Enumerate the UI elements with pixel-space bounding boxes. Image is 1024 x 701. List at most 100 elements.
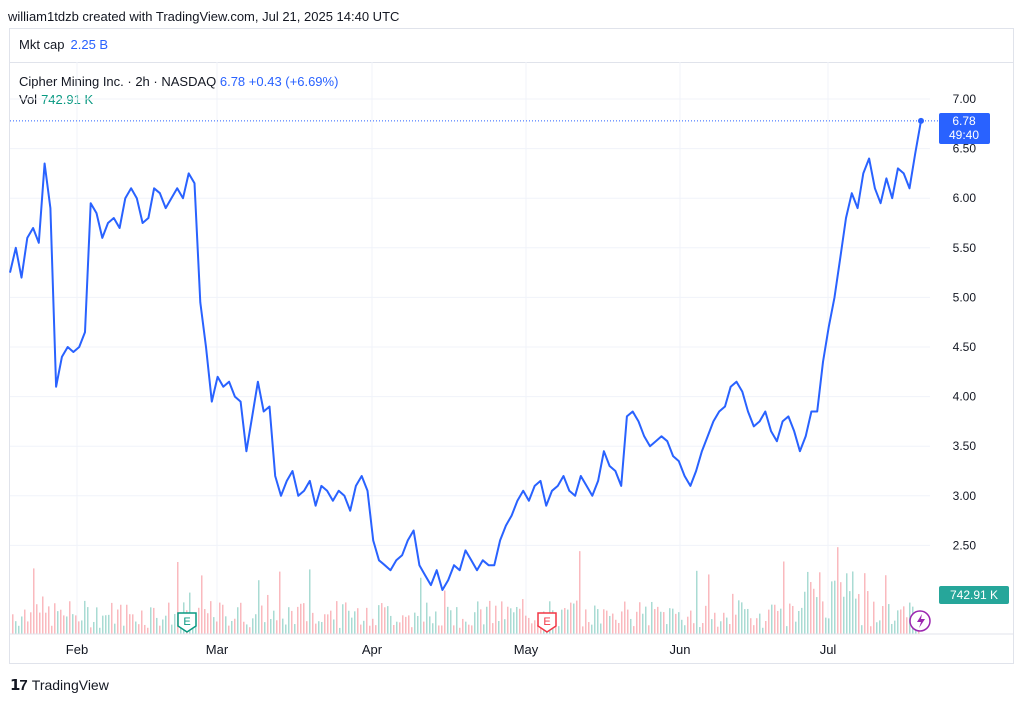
last-price-dot xyxy=(918,117,924,124)
volume-bar xyxy=(378,605,380,634)
x-tick-label: Feb xyxy=(66,642,88,657)
volume-bar xyxy=(591,624,593,634)
volume-bar xyxy=(354,611,356,634)
x-tick-label: Apr xyxy=(362,642,383,657)
volume-bar xyxy=(102,615,104,634)
volume-bar xyxy=(219,602,221,634)
volume-bar xyxy=(729,624,731,634)
volume-bar xyxy=(855,598,857,634)
volume-bar xyxy=(438,625,440,634)
volume-bar xyxy=(609,615,611,634)
volume-bar xyxy=(462,618,464,634)
volume-bar xyxy=(87,607,89,634)
volume-bar xyxy=(459,627,461,634)
volume-bar xyxy=(285,624,287,634)
volume-bar xyxy=(150,607,152,634)
volume-bar xyxy=(417,615,419,634)
volume-bar xyxy=(714,612,716,634)
volume-bar xyxy=(531,623,533,634)
earnings-marker-2[interactable]: E xyxy=(537,612,557,633)
volume-bar xyxy=(201,575,203,634)
volume-bar xyxy=(813,588,815,634)
volume-bar xyxy=(783,561,785,634)
volume-bar xyxy=(726,617,728,634)
volume-bar xyxy=(648,625,650,634)
volume-bar xyxy=(375,625,377,634)
volume-bar xyxy=(753,625,755,634)
volume-bar xyxy=(426,602,428,634)
volume-bar xyxy=(585,609,587,634)
volume-bar xyxy=(207,613,209,634)
volume-bar xyxy=(468,624,470,634)
volume-bar xyxy=(66,616,68,634)
volume-bar xyxy=(423,621,425,634)
volume-bar xyxy=(171,624,173,634)
volume-bar xyxy=(210,601,212,634)
volume-bar xyxy=(633,626,635,634)
volume-bar xyxy=(405,616,407,634)
mkt-cap-bar: Mkt cap 2.25 B xyxy=(10,29,1013,63)
volume-bar xyxy=(159,625,161,634)
volume-bar xyxy=(864,573,866,634)
lightning-icon[interactable] xyxy=(909,610,931,632)
volume-bar xyxy=(834,580,836,634)
volume-bar xyxy=(345,602,347,634)
volume-bar xyxy=(645,606,647,634)
volume-bar xyxy=(255,614,257,634)
y-tick-label: 4.50 xyxy=(953,340,977,354)
y-tick-label: 7.00 xyxy=(953,92,977,106)
volume-bar xyxy=(432,623,434,634)
volume-bar xyxy=(300,603,302,634)
y-tick-label: 6.00 xyxy=(953,191,977,205)
volume-bar xyxy=(882,606,884,634)
volume-bar xyxy=(570,602,572,634)
volume-bar xyxy=(819,572,821,634)
volume-bar xyxy=(507,606,509,634)
volume-bar xyxy=(42,596,44,634)
footer-brand[interactable]: 𝟭7 TradingView xyxy=(10,676,109,694)
volume-bar xyxy=(699,627,701,634)
volume-bar xyxy=(759,613,761,634)
price-tag: 6.78 49:40 xyxy=(939,113,990,144)
volume-bar xyxy=(234,618,236,634)
volume-bar xyxy=(237,607,239,634)
volume-bar xyxy=(675,613,677,634)
volume-bar xyxy=(573,603,575,634)
volume-bar xyxy=(60,609,62,634)
last-price: 6.78 xyxy=(219,74,246,89)
earnings-marker-1[interactable]: E xyxy=(177,612,197,633)
volume-bar xyxy=(45,612,47,634)
volume-bar xyxy=(132,614,134,634)
volume-bar xyxy=(204,609,206,634)
volume-bar xyxy=(36,604,38,634)
volume-bar xyxy=(282,618,284,634)
volume-bar xyxy=(891,623,893,634)
volume-bar xyxy=(903,606,905,634)
volume-bar xyxy=(162,619,164,634)
volume-bar xyxy=(723,612,725,634)
volume-bar xyxy=(825,617,827,634)
volume-bar xyxy=(348,610,350,634)
volume-bar xyxy=(330,610,332,634)
volume-bar xyxy=(324,614,326,634)
volume-bar xyxy=(474,612,476,634)
volume-bar xyxy=(582,626,584,634)
volume-bar xyxy=(69,601,71,634)
volume-bar xyxy=(33,568,35,634)
volume-bar xyxy=(372,618,374,634)
volume-bar xyxy=(558,626,560,634)
grid-lines xyxy=(10,62,930,634)
volume-bar xyxy=(390,615,392,634)
volume-bar xyxy=(735,614,737,634)
volume-bar xyxy=(534,620,536,634)
symbol-legend[interactable]: Cipher Mining Inc. · 2h · NASDAQ 6.78 +0… xyxy=(19,74,338,89)
x-tick-label: Jul xyxy=(820,642,837,657)
volume-bar xyxy=(228,625,230,634)
volume-bar xyxy=(624,601,626,634)
volume-bar xyxy=(51,625,53,634)
volume-bar xyxy=(366,607,368,634)
volume-bar xyxy=(231,620,233,634)
volume-bar xyxy=(72,614,74,634)
volume-bar xyxy=(27,621,29,634)
